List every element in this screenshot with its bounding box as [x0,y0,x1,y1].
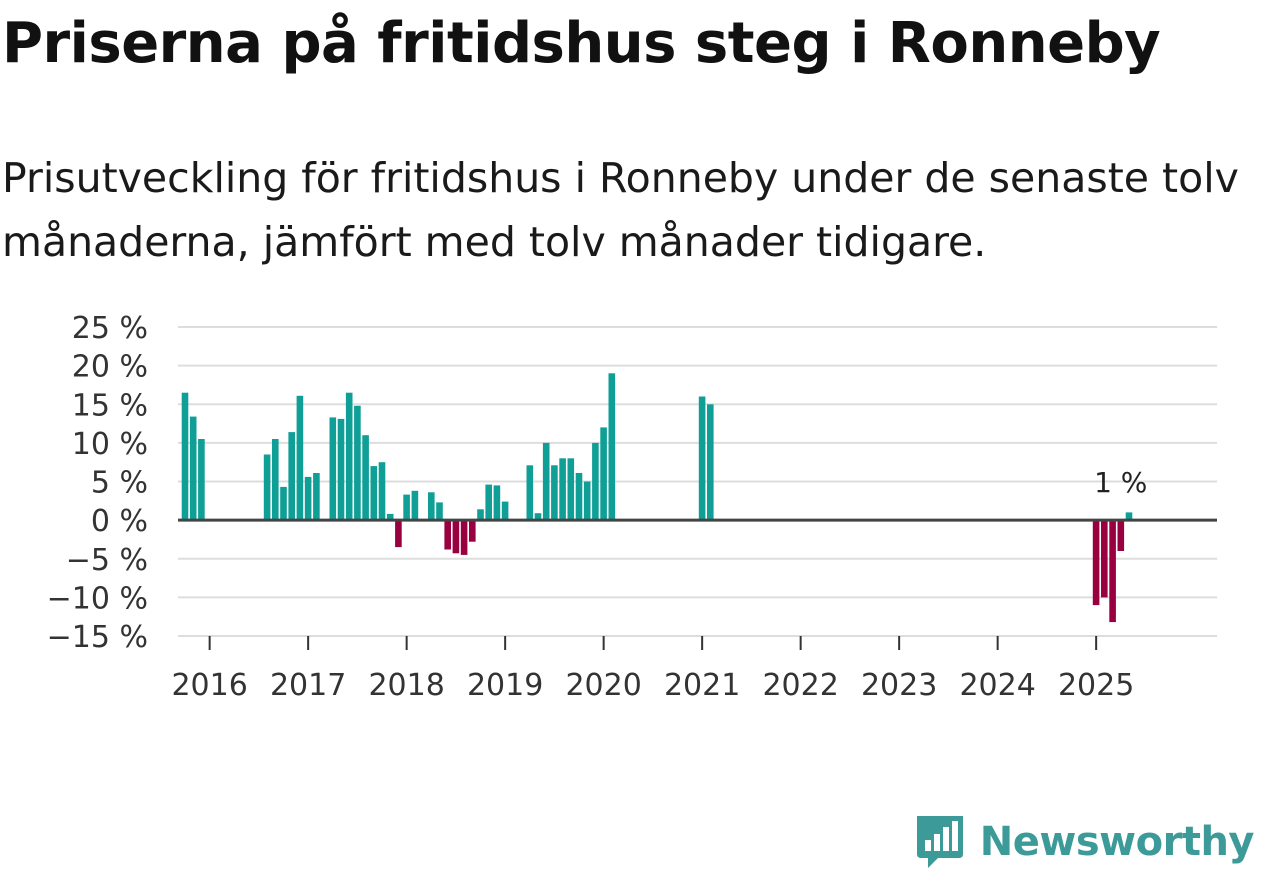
bar-2018-10 [436,502,443,521]
bar-2019-04 [485,484,492,521]
bar-2019-05 [493,485,501,521]
bar-2017-04 [288,432,295,521]
x-tick-label: 2019 [467,668,543,703]
newsworthy-logo-icon [916,816,963,868]
y-tick-label: −15 % [47,620,148,655]
x-tick-label: 2017 [270,668,346,703]
chart-title: Priserna på fritidshus steg i Ronneby [2,11,1161,76]
bar-2017-10 [337,418,345,521]
bar-2017-02 [272,439,279,521]
bar-2017-06 [304,476,312,521]
y-tick-label: 0 % [91,504,148,539]
bar-2019-11 [542,442,550,521]
bar-2020-05 [592,442,599,521]
bar-2018-07 [411,490,419,521]
bar-2017-11 [345,392,353,521]
bar-2025-09 [1117,520,1125,551]
y-tick-label: 25 % [72,311,148,346]
bar-2017-05 [296,395,304,521]
bar-2018-12 [452,520,460,554]
y-tick-label: 15 % [72,388,148,423]
bar-2018-04 [386,513,394,521]
bar-chart: 25 % 20 %15 % 10 % 5 %0 % −5 %−10 % −15 % 2016… [47,311,1217,703]
brand-name: Newsworthy [979,819,1255,865]
y-tick-label: 20 % [72,350,148,385]
bar-2018-03 [378,462,386,521]
bar-2025-06 [1092,520,1100,606]
x-tick-label: 2025 [1058,668,1134,703]
bar-2019-10 [534,513,542,521]
bar-2016-05 [198,439,205,521]
bar-2018-11 [444,520,451,550]
bar-2020-03 [575,473,583,521]
bar-2018-06 [403,494,410,521]
y-tick-label: −5 % [66,543,148,578]
y-tick-label: 5 % [91,466,148,501]
x-tick-label: 2022 [762,668,838,703]
bar-2020-07 [608,373,616,521]
bar-2020-04 [583,481,591,521]
bar-2017-01 [263,454,271,521]
bar-2020-01 [559,458,566,521]
brand-logo: Newsworthy [914,813,1255,871]
y-tick-label: −10 % [47,581,148,616]
bar-2020-02 [567,458,575,521]
bar-2025-07 [1101,520,1108,598]
bar-2018-01 [362,435,369,521]
x-tick-label: 2023 [861,668,937,703]
bar-2019-03 [477,509,484,521]
bar-2016-03 [181,392,189,521]
bar-2019-12 [551,465,558,521]
bar-2019-01 [460,520,468,555]
x-tick-label: 2024 [959,668,1035,703]
latest-value-label: 1 % [1094,466,1147,499]
bar-2021-07 [707,404,714,521]
bar-2016-04 [189,416,197,521]
bar-2025-10 [1125,512,1133,521]
chart-subtitle: Prisutveckling för fritidshus i Ronneby … [2,154,1239,266]
bar-2017-12 [354,405,361,521]
bar-2019-06 [501,501,509,521]
x-tick-label: 2020 [565,668,641,703]
bar-2017-09 [329,417,337,521]
bar-2017-07 [313,473,320,521]
bar-2018-02 [370,466,378,521]
bar-2019-02 [469,520,476,542]
x-tick-label: 2021 [664,668,740,703]
bar-2020-06 [600,427,607,521]
x-tick-label: 2018 [368,668,444,703]
bar-2021-06 [698,396,706,521]
x-tick-label: 2016 [171,668,247,703]
bar-2025-08 [1109,520,1116,623]
bar-2018-09 [428,492,435,521]
y-tick-label: 10 % [72,427,148,462]
bar-2018-05 [395,520,402,548]
bar-2019-09 [526,465,534,521]
bar-2017-03 [280,486,287,521]
